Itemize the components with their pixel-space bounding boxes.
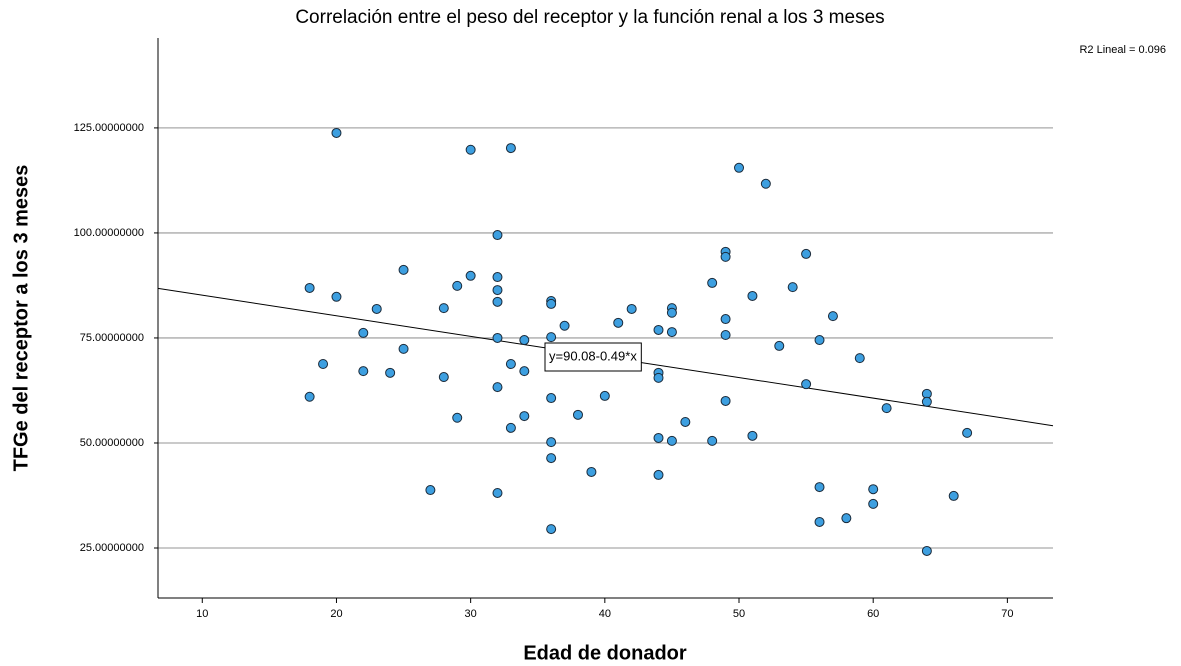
y-tick-label: 25.00000000: [80, 542, 144, 554]
point: [801, 248, 812, 259]
point: [546, 298, 557, 309]
point: [747, 430, 758, 441]
point: [546, 393, 557, 404]
point: [492, 285, 503, 296]
point: [492, 296, 503, 307]
point: [505, 359, 516, 370]
point: [734, 162, 745, 173]
point: [948, 490, 959, 501]
point: [505, 143, 516, 154]
point: [666, 435, 677, 446]
x-tick-label: 40: [599, 608, 611, 620]
point: [720, 251, 731, 262]
point: [304, 282, 315, 293]
point: [505, 422, 516, 433]
point: [385, 367, 396, 378]
x-tick-label: 70: [1001, 608, 1013, 620]
chart-title: Correlación entre el peso del receptor y…: [295, 7, 884, 28]
point: [358, 327, 369, 338]
point: [962, 427, 973, 438]
point: [599, 390, 610, 401]
point: [492, 230, 503, 241]
point: [720, 314, 731, 325]
point: [680, 416, 691, 427]
point: [814, 516, 825, 527]
point: [519, 366, 530, 377]
point: [438, 372, 449, 383]
point: [331, 291, 342, 302]
point: [666, 307, 677, 318]
point: [438, 303, 449, 314]
point: [720, 395, 731, 406]
point: [868, 484, 879, 495]
point: [720, 330, 731, 341]
point: [801, 379, 812, 390]
point: [760, 178, 771, 189]
point: [707, 277, 718, 288]
point: [814, 335, 825, 346]
point: [827, 311, 838, 322]
y-tick-label: 75.00000000: [80, 332, 144, 344]
x-axis-label: Edad de donador: [523, 642, 687, 664]
x-tick-label: 50: [733, 608, 745, 620]
point: [572, 409, 583, 420]
x-tick-label: 20: [330, 608, 342, 620]
point: [546, 437, 557, 448]
fit-label-box: [544, 342, 642, 372]
point: [546, 524, 557, 535]
point: [653, 324, 664, 335]
y-tick-label: 50.00000000: [80, 437, 144, 449]
point: [492, 487, 503, 498]
point: [653, 432, 664, 443]
point: [613, 317, 624, 328]
point: [854, 353, 865, 364]
point: [586, 466, 597, 477]
point: [358, 366, 369, 377]
point: [425, 485, 436, 496]
point: [841, 513, 852, 524]
point: [465, 270, 476, 281]
x-tick-label: 30: [465, 608, 477, 620]
point: [868, 498, 879, 509]
point: [318, 359, 329, 370]
r2-label: R2 Lineal = 0.096: [1079, 44, 1166, 56]
y-tick-label: 125.00000000: [74, 122, 144, 134]
point: [304, 391, 315, 402]
point: [653, 469, 664, 480]
point: [452, 412, 463, 423]
point: [921, 396, 932, 407]
x-tick-label: 60: [867, 608, 879, 620]
point: [559, 320, 570, 331]
point: [546, 453, 557, 464]
y-tick-label: 100.00000000: [74, 227, 144, 239]
point: [492, 332, 503, 343]
point: [881, 403, 892, 414]
point: [814, 482, 825, 493]
point: [492, 382, 503, 393]
point: [465, 144, 476, 155]
x-tick-label: 10: [196, 608, 208, 620]
point: [747, 290, 758, 301]
point: [666, 327, 677, 338]
point: [519, 411, 530, 422]
point: [331, 127, 342, 138]
point: [398, 264, 409, 275]
point: [371, 303, 382, 314]
point: [787, 282, 798, 293]
point: [519, 335, 530, 346]
point: [546, 332, 557, 343]
point: [774, 340, 785, 351]
fit-label: y=90.08-0.49*x: [549, 348, 637, 363]
point: [707, 435, 718, 446]
point: [626, 303, 637, 314]
y-axis-label: TFGe del receptor a los 3 meses: [10, 165, 32, 472]
point: [492, 272, 503, 283]
point: [398, 343, 409, 354]
point: [653, 372, 664, 383]
point: [452, 280, 463, 291]
point: [921, 545, 932, 556]
